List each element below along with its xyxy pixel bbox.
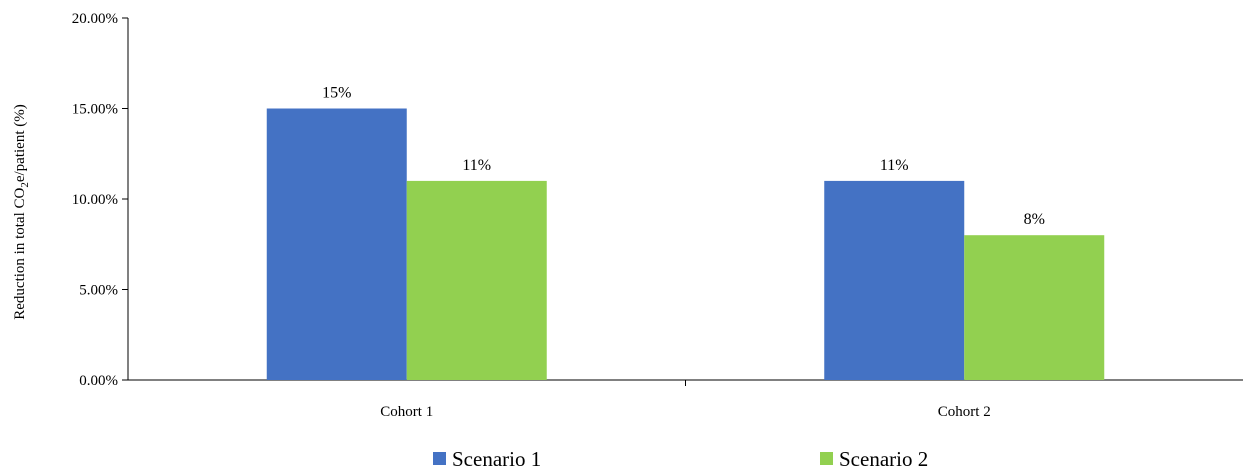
- legend-swatch-1: [433, 452, 446, 465]
- x-category-label: Cohort 1: [380, 404, 433, 420]
- y-tick-label: 15.00%: [72, 102, 118, 118]
- bar-1-2: [824, 180, 965, 380]
- y-axis-label-subscript: 2: [19, 182, 31, 188]
- legend-label-1: Scenario 1: [452, 447, 541, 471]
- legend: Scenario 1 Scenario 2: [433, 447, 928, 471]
- x-categories: Cohort 1 Cohort 2: [380, 404, 990, 420]
- y-tick-label: 20.00%: [72, 11, 118, 27]
- bar-2-2: [964, 235, 1105, 380]
- legend-swatch-2: [820, 452, 833, 465]
- y-axis-label: Reduction in total CO2e/patient (%): [12, 104, 31, 319]
- legend-label-2: Scenario 2: [839, 447, 928, 471]
- data-label: 11%: [462, 157, 491, 174]
- data-label: 8%: [1024, 211, 1045, 228]
- y-tick-label: 5.00%: [79, 283, 118, 299]
- bar-2-1: [406, 180, 547, 380]
- bars: 15% 11% 11% 8%: [266, 85, 1105, 380]
- y-tick-label: 10.00%: [72, 192, 118, 208]
- data-label: 11%: [880, 157, 909, 174]
- y-axis-label-main: Reduction in total CO: [12, 187, 28, 319]
- y-tick-label: 0.00%: [79, 373, 118, 389]
- bar-1-1: [266, 108, 407, 380]
- x-category-label: Cohort 2: [938, 404, 991, 420]
- y-ticks: 0.00% 5.00% 10.00% 15.00% 20.00%: [72, 11, 128, 389]
- y-axis-label-rest: e/patient (%): [12, 104, 28, 182]
- data-label: 15%: [322, 85, 351, 102]
